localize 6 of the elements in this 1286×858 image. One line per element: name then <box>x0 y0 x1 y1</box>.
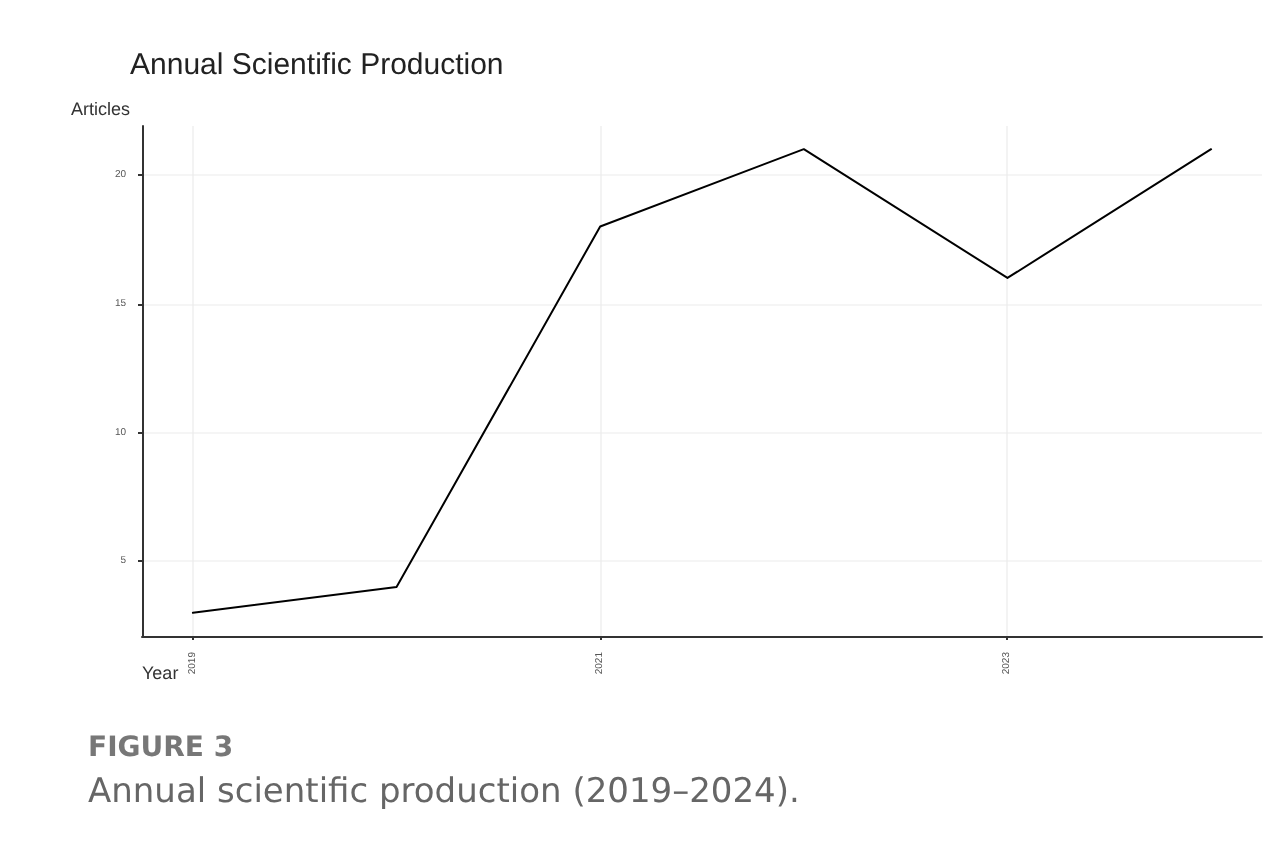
caption: FIGURE 3 <box>88 732 236 764</box>
y-axis-title: Articles <box>70 99 131 119</box>
chart-title: Annual Scientific Production <box>130 48 504 82</box>
text: Annual scientific production (2019–2024). <box>88 772 800 812</box>
x-axis-title: Year <box>142 663 179 683</box>
line-series <box>191 148 1213 614</box>
